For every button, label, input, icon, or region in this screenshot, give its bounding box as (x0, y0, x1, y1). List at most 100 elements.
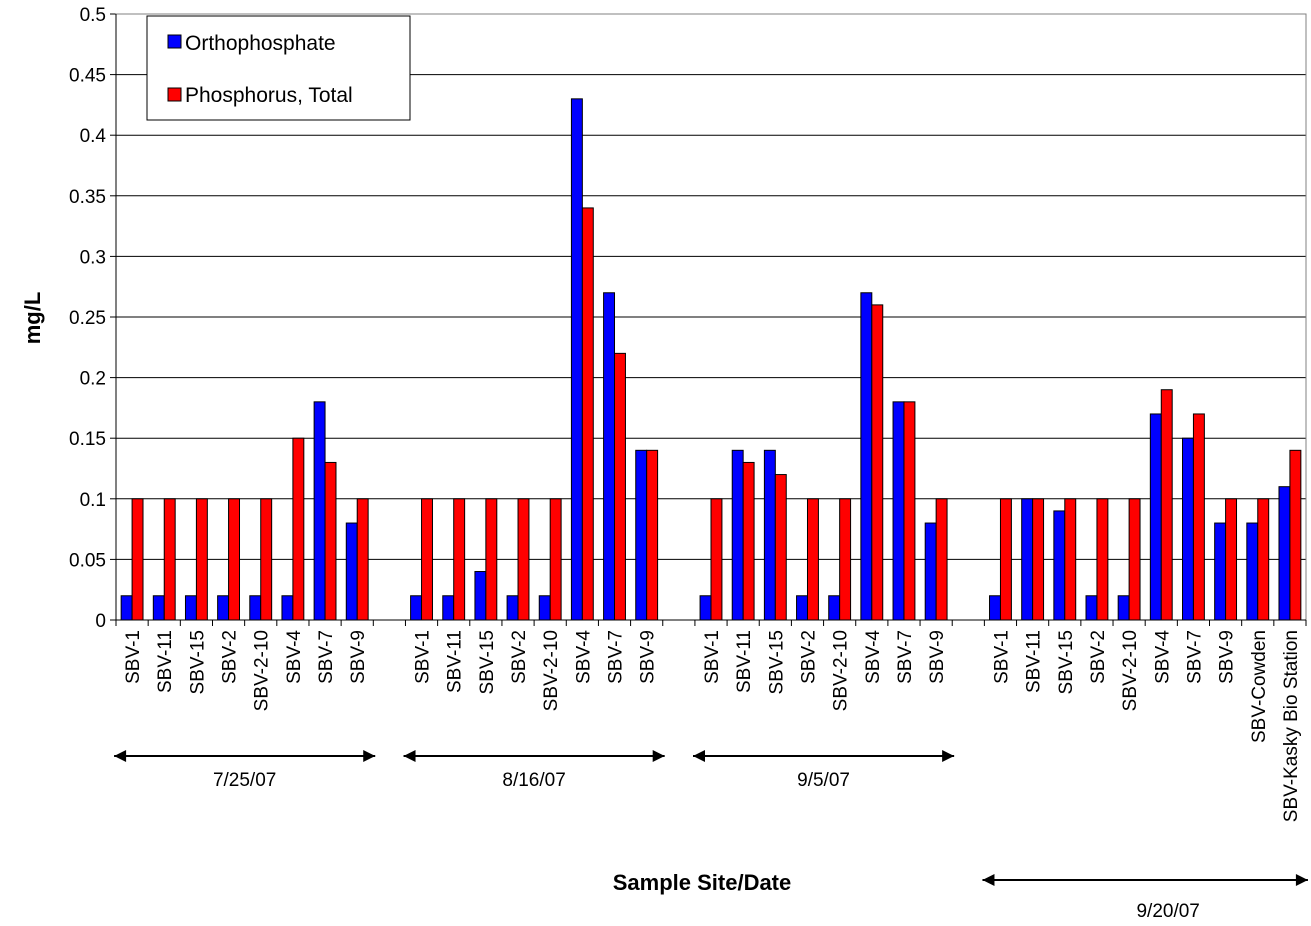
bar-orthophosphate (538, 595, 551, 621)
y-axis-title: mg/L (20, 292, 45, 345)
bar-phosphorus-total (1096, 498, 1109, 621)
bar-phosphorus-total (1032, 498, 1045, 621)
bar-phosphorus-total (903, 401, 916, 621)
bar-orthophosphate (892, 401, 905, 621)
x-tick-label: SBV-1 (702, 630, 723, 684)
arrowhead-right (1295, 874, 1308, 886)
bar-phosphorus-total (871, 304, 884, 621)
y-tick-label: 0.25 (69, 308, 106, 329)
y-tick-label: 0.5 (80, 5, 106, 26)
bar-orthophosphate (1085, 595, 1098, 621)
axes (110, 13, 1307, 626)
bar-orthophosphate (217, 595, 230, 621)
x-tick-label: SBV-2-10 (252, 630, 273, 711)
bar-orthophosphate (281, 595, 294, 621)
bar-orthophosphate (1021, 498, 1034, 621)
y-tick-label: 0.2 (80, 369, 106, 390)
legend-swatch-orthophosphate (167, 34, 182, 49)
y-tick-labels: 0 0.05 0.1 0.15 0.2 0.25 0.3 0.35 0.4 0.45 0.5 (69, 5, 106, 632)
bar-orthophosphate (313, 401, 326, 621)
bar-phosphorus-total (1257, 498, 1270, 621)
x-tick-label: SBV-4 (1152, 630, 1173, 684)
date-group-label: 9/20/07 (1136, 901, 1199, 922)
x-tick-label: SBV-7 (316, 630, 337, 684)
x-tick-label: SBV-2-10 (1120, 630, 1141, 711)
date-group-label: 8/16/07 (502, 770, 565, 791)
bar-orthophosphate (345, 522, 358, 621)
y-tick-label: 0.45 (69, 66, 106, 87)
x-tick-label: SBV-4 (284, 630, 305, 684)
bar-phosphorus-total (485, 498, 498, 621)
x-tick-label: SBV-9 (348, 630, 369, 684)
bar-phosphorus-total (163, 498, 176, 621)
x-tick-label: SBV-4 (573, 630, 594, 684)
arrowhead-left (403, 750, 416, 762)
x-tick-label: SBV-2-10 (541, 630, 562, 711)
x-tick-label: SBV-7 (606, 630, 627, 684)
bar-phosphorus-total (806, 498, 819, 621)
x-tick-label: SBV-7 (1184, 630, 1205, 684)
x-axis-title: Sample Site/Date (613, 870, 792, 895)
bar-orthophosphate (1117, 595, 1130, 621)
x-tick-label: SBV-Kasky Bio Station (1281, 630, 1302, 822)
legend: Orthophosphate Phosphorus, Total (146, 15, 411, 121)
bar-phosphorus-total (999, 498, 1012, 621)
bar-orthophosphate (635, 449, 648, 621)
bar-phosphorus-total (228, 498, 241, 621)
bar-phosphorus-total (195, 498, 208, 621)
bar-orthophosphate (1181, 437, 1194, 621)
bar-orthophosphate (506, 595, 519, 621)
x-tick-label: SBV-2 (1088, 630, 1109, 684)
date-group-label: 9/5/07 (797, 770, 850, 791)
bar-orthophosphate (1053, 510, 1066, 621)
bar-orthophosphate (184, 595, 197, 621)
date-group-annotations: 7/25/07 8/16/07 9/5/07 9/20/07 (114, 750, 1308, 922)
x-tick-label: SBV-11 (1024, 630, 1045, 693)
y-tick-label: 0.15 (69, 429, 106, 450)
bar-phosphorus-total (1225, 498, 1238, 621)
legend-swatch-phosphorus-total (167, 87, 182, 102)
bar-orthophosphate (1214, 522, 1227, 621)
arrowhead-left (114, 750, 127, 762)
y-tick-label: 0.05 (69, 550, 106, 571)
x-tick-label: SBV-2-10 (831, 630, 852, 711)
bar-phosphorus-total (292, 437, 305, 621)
bar-orthophosphate (410, 595, 423, 621)
bar-orthophosphate (120, 595, 133, 621)
bar-phosphorus-total (646, 449, 659, 621)
bar-phosphorus-total (324, 461, 337, 621)
x-tick-label: SBV-2 (220, 630, 241, 684)
x-tick-label: SBV-2 (798, 630, 819, 684)
bar-orthophosphate (763, 449, 776, 621)
bar-phosphorus-total (421, 498, 433, 621)
y-tick-label: 0.4 (80, 126, 107, 147)
bar-phosphorus-total (549, 498, 562, 621)
x-tick-label: SBV-9 (1217, 630, 1238, 684)
bars (120, 98, 1302, 621)
bar-phosphorus-total (581, 207, 594, 621)
bar-phosphorus-total (839, 498, 852, 621)
arrowhead-right (652, 750, 665, 762)
bar-orthophosphate (860, 292, 873, 621)
y-tick-label: 0 (95, 611, 106, 632)
bar-phosphorus-total (453, 498, 466, 621)
arrowhead-right (942, 750, 955, 762)
x-tick-label: SBV-15 (187, 630, 208, 694)
x-tick-label: SBV-4 (863, 630, 884, 684)
bar-phosphorus-total (1160, 389, 1173, 621)
bar-orthophosphate (828, 595, 841, 621)
bar-phosphorus-total (517, 498, 530, 621)
x-tick-label: SBV-15 (766, 630, 787, 694)
x-tick-label: SBV-11 (155, 630, 176, 693)
bar-phosphorus-total (131, 498, 144, 621)
bar-orthophosphate (570, 98, 583, 621)
bar-orthophosphate (474, 571, 487, 621)
bar-phosphorus-total (260, 498, 273, 621)
arrowhead-left (693, 750, 705, 762)
x-tick-label: SBV-2 (509, 630, 530, 684)
date-group-label: 7/25/07 (213, 770, 276, 791)
bar-orthophosphate (1149, 413, 1162, 621)
bar-orthophosphate (924, 522, 937, 621)
legend-label-phosphorus-total: Phosphorus, Total (185, 84, 353, 107)
bar-orthophosphate (249, 595, 262, 621)
